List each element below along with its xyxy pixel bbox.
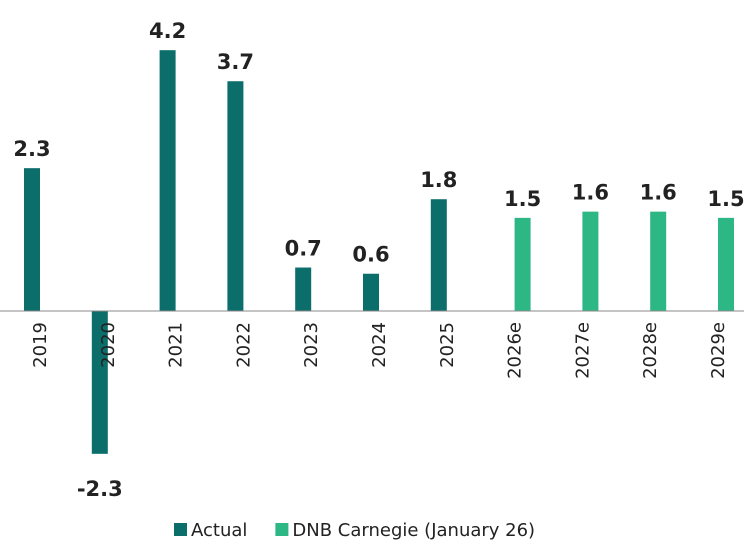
bar <box>582 211 599 311</box>
legend-swatch <box>275 523 289 536</box>
x-tick-label: 2024 <box>369 322 390 368</box>
bar <box>650 211 667 311</box>
legend-swatch <box>174 523 187 536</box>
x-tick-label: 2025 <box>437 322 458 368</box>
value-label: -2.3 <box>77 477 123 501</box>
value-label: 1.6 <box>640 181 677 205</box>
value-label: 1.6 <box>572 181 609 205</box>
x-tick-label: 2027e <box>572 322 593 379</box>
value-label: 2.3 <box>13 137 50 161</box>
value-label: 0.6 <box>352 243 389 267</box>
x-tick-label: 2026e <box>505 322 526 379</box>
value-label: 4.2 <box>149 19 186 43</box>
x-tick-label: 2020 <box>98 322 119 368</box>
bar <box>227 81 244 311</box>
x-tick-label: 2019 <box>30 322 51 368</box>
x-tick-label: 2022 <box>233 322 254 368</box>
bar <box>718 217 734 311</box>
value-label: 1.5 <box>504 187 541 211</box>
bar <box>363 273 379 311</box>
bar <box>514 217 531 311</box>
value-label: 1.5 <box>707 187 744 211</box>
bar <box>159 50 176 312</box>
value-label: 0.7 <box>285 237 322 261</box>
legend-label: Actual <box>191 520 247 541</box>
bar <box>24 168 40 311</box>
bar <box>91 311 108 454</box>
bar <box>430 199 447 311</box>
x-tick-label: 2029e <box>708 322 729 379</box>
x-tick-label: 2021 <box>166 322 187 368</box>
bar <box>295 267 312 311</box>
x-tick-label: 2023 <box>301 322 322 368</box>
x-tick-label: 2028e <box>640 322 661 379</box>
value-label: 3.7 <box>217 50 254 74</box>
legend-label: DNB Carnegie (January 26) <box>292 520 535 541</box>
value-label: 1.8 <box>420 168 457 192</box>
